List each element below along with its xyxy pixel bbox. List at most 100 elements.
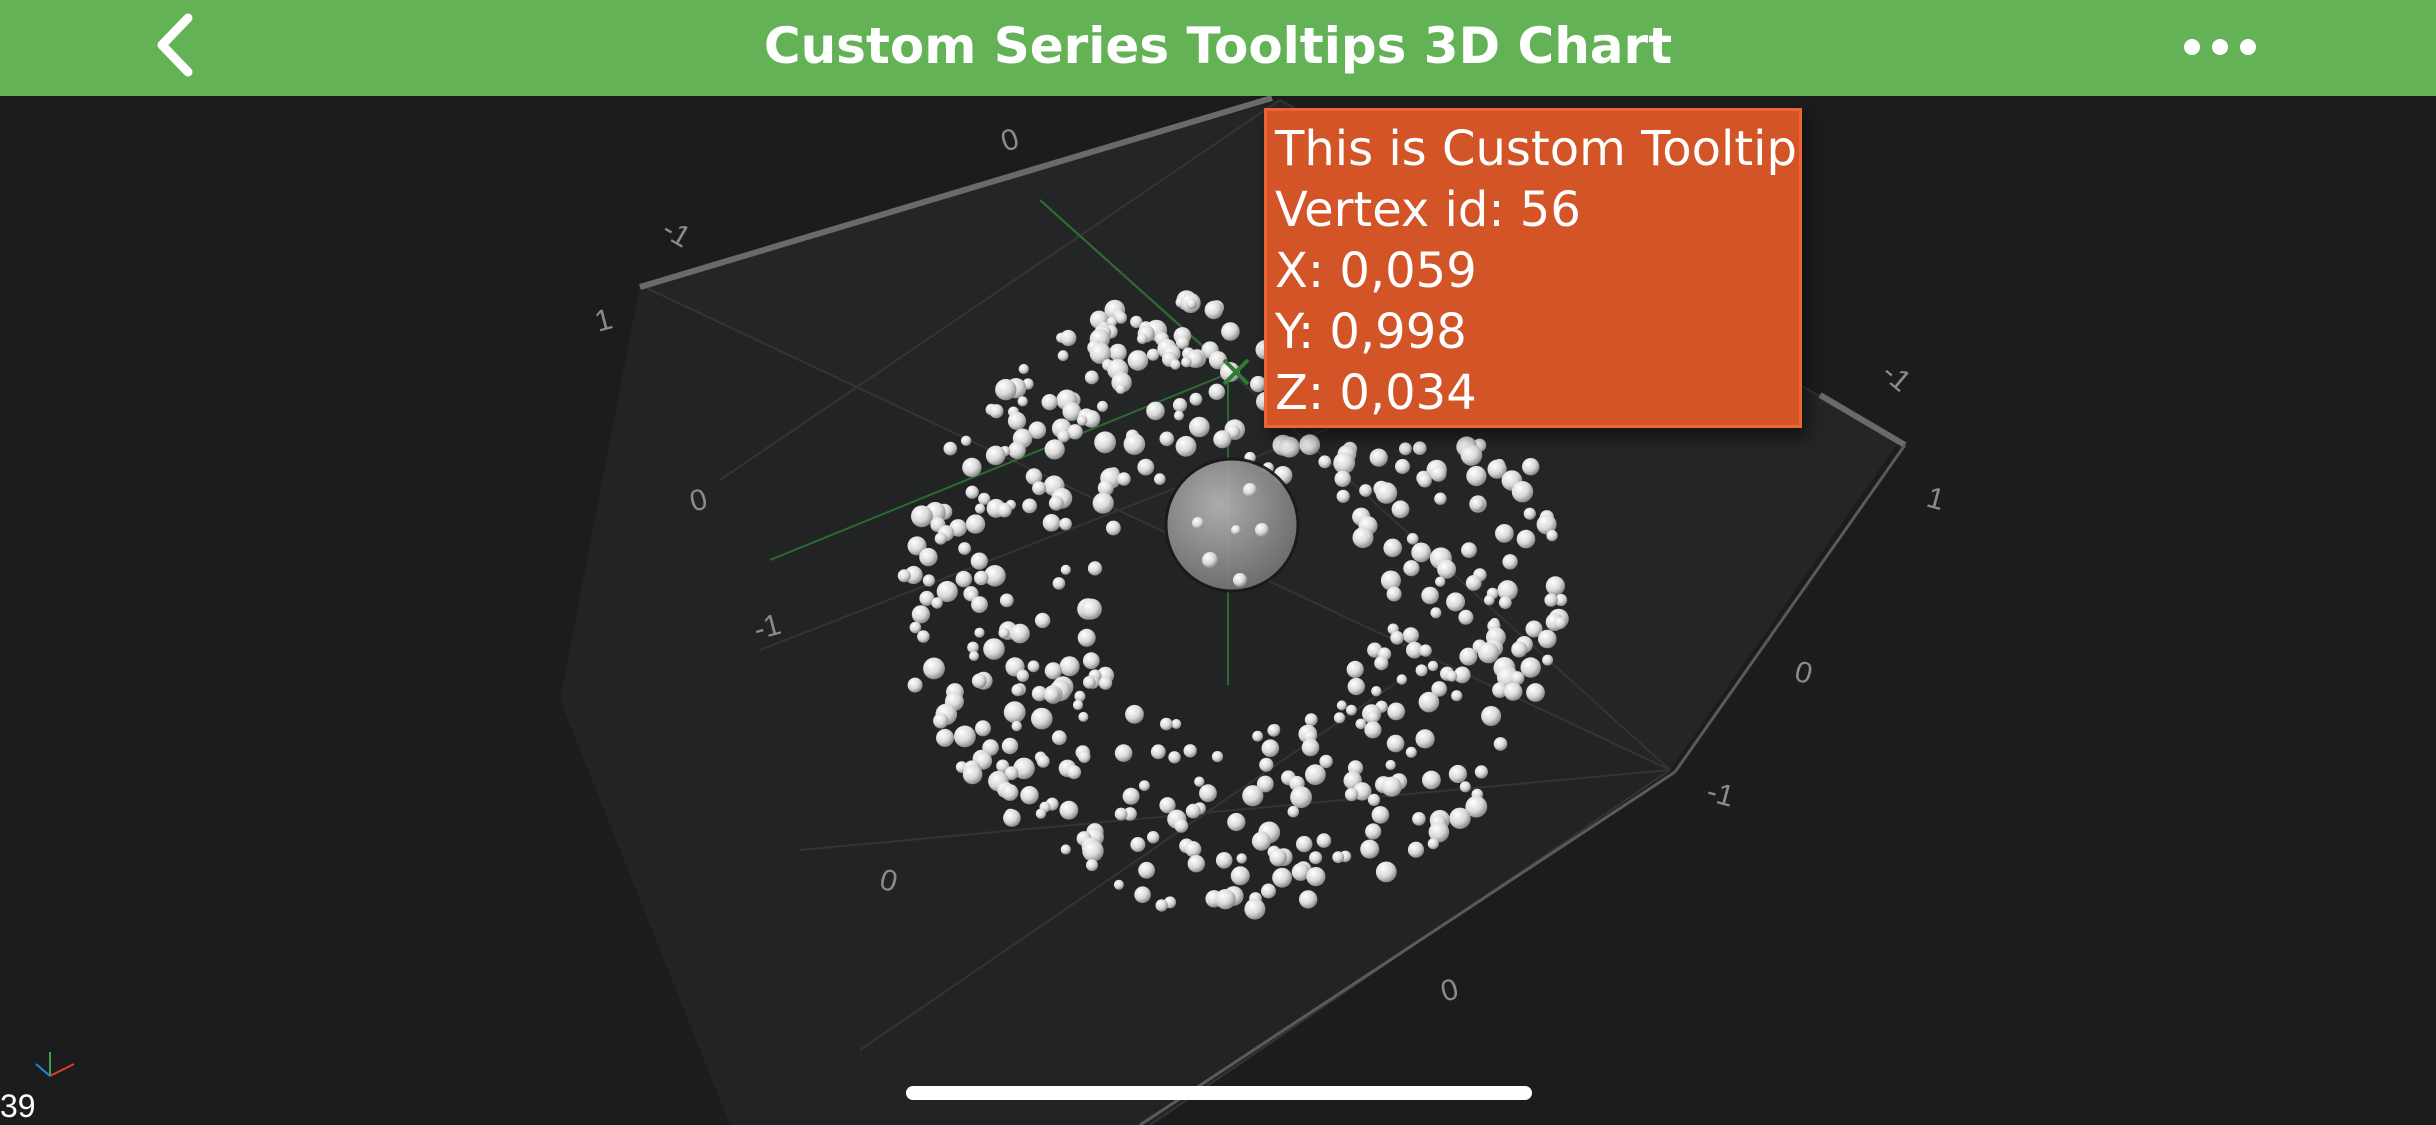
scatter-point[interactable]	[1236, 853, 1247, 864]
scatter-point[interactable]	[1261, 739, 1280, 757]
scatter-point[interactable]	[1411, 542, 1432, 563]
scatter-point[interactable]	[1035, 808, 1047, 819]
scatter-point[interactable]	[1309, 851, 1323, 865]
scatter-point[interactable]	[897, 569, 911, 583]
scatter-point[interactable]	[1016, 669, 1029, 682]
scatter-point[interactable]	[1044, 439, 1065, 460]
scatter-point[interactable]	[954, 725, 976, 748]
scatter-point[interactable]	[1526, 683, 1545, 702]
scatter-point[interactable]	[1044, 662, 1062, 680]
scatter-point[interactable]	[1242, 785, 1264, 807]
scatter-point[interactable]	[919, 547, 938, 567]
scatter-point[interactable]	[1437, 559, 1457, 579]
scatter-point[interactable]	[1419, 644, 1432, 657]
scatter-point[interactable]	[1415, 729, 1435, 749]
scatter-point[interactable]	[955, 570, 972, 588]
scatter-point[interactable]	[1502, 554, 1518, 570]
scatter-point[interactable]	[1199, 784, 1217, 803]
scatter-point[interactable]	[1417, 473, 1432, 488]
scatter-point[interactable]	[1022, 498, 1037, 514]
scatter-point[interactable]	[1097, 400, 1108, 412]
scatter-point[interactable]	[1364, 721, 1382, 739]
scatter-point[interactable]	[1060, 564, 1071, 575]
scatter-point[interactable]	[907, 536, 927, 556]
scatter-point[interactable]	[962, 764, 983, 785]
scatter-point[interactable]	[1084, 370, 1099, 385]
scatter-point[interactable]	[1346, 660, 1364, 679]
scatter-point[interactable]	[1159, 797, 1176, 814]
scatter-point[interactable]	[1221, 322, 1240, 341]
scatter-point[interactable]	[1159, 431, 1175, 447]
scatter-point[interactable]	[1538, 629, 1557, 649]
scatter-point[interactable]	[1402, 627, 1419, 644]
scatter-point[interactable]	[1036, 754, 1050, 768]
scatter-point[interactable]	[960, 435, 972, 446]
home-indicator[interactable]	[906, 1086, 1532, 1100]
scatter-point[interactable]	[1078, 750, 1091, 763]
scatter-point[interactable]	[1013, 757, 1035, 780]
scatter-point[interactable]	[1041, 394, 1058, 411]
scatter-point[interactable]	[1498, 596, 1512, 609]
scatter-point[interactable]	[1130, 315, 1143, 329]
scatter-point[interactable]	[1060, 329, 1077, 347]
scatter-point[interactable]	[1189, 392, 1203, 406]
scatter-point[interactable]	[1299, 434, 1321, 456]
scatter-point[interactable]	[1383, 538, 1402, 558]
scatter-point[interactable]	[1319, 754, 1333, 769]
scatter-point[interactable]	[1082, 840, 1104, 862]
scatter-point[interactable]	[1175, 435, 1197, 457]
scatter-point[interactable]	[1407, 841, 1425, 858]
scatter-point[interactable]	[1078, 711, 1089, 722]
scatter-point[interactable]	[967, 641, 979, 654]
scatter-point[interactable]	[1296, 835, 1313, 853]
scatter-point[interactable]	[999, 593, 1014, 608]
scatter-point[interactable]	[1427, 838, 1439, 850]
scatter-point[interactable]	[1155, 899, 1168, 912]
scatter-point[interactable]	[1336, 700, 1347, 711]
scatter-point[interactable]	[1269, 848, 1287, 867]
scatter-point[interactable]	[1057, 430, 1070, 443]
scatter-point[interactable]	[1459, 781, 1471, 793]
scatter-point[interactable]	[1544, 593, 1558, 607]
scatter-point[interactable]	[1231, 525, 1241, 535]
scatter-point[interactable]	[1003, 809, 1021, 827]
scatter-point[interactable]	[1451, 690, 1463, 702]
scatter-point[interactable]	[1139, 780, 1150, 791]
scatter-point[interactable]	[1185, 841, 1202, 858]
scatter-point[interactable]	[1215, 852, 1233, 869]
scatter-point[interactable]	[1243, 483, 1257, 497]
scatter-point[interactable]	[1459, 647, 1478, 666]
scatter-point[interactable]	[1147, 348, 1160, 361]
scatter-point[interactable]	[1380, 570, 1401, 591]
selected-vertex[interactable]	[1220, 362, 1240, 382]
scatter-point[interactable]	[1115, 384, 1126, 395]
scatter-point[interactable]	[1484, 594, 1495, 606]
scatter-point[interactable]	[1287, 805, 1300, 818]
scatter-point[interactable]	[1418, 691, 1440, 713]
scatter-point[interactable]	[1449, 807, 1471, 829]
scatter-point[interactable]	[1291, 863, 1310, 881]
scatter-point[interactable]	[1422, 770, 1441, 790]
scatter-point[interactable]	[1230, 866, 1250, 886]
scatter-point[interactable]	[943, 441, 958, 456]
scatter-point[interactable]	[1252, 730, 1263, 742]
scatter-point[interactable]	[1251, 831, 1271, 851]
scatter-point[interactable]	[1371, 806, 1390, 824]
scatter-point[interactable]	[1094, 431, 1116, 454]
scatter-point[interactable]	[974, 570, 989, 586]
scatter-point[interactable]	[1106, 520, 1121, 536]
scatter-point[interactable]	[1027, 660, 1040, 673]
scatter-point[interactable]	[1375, 482, 1398, 504]
scatter-point[interactable]	[1215, 889, 1236, 910]
scatter-point[interactable]	[1511, 641, 1528, 658]
scatter-point[interactable]	[1430, 607, 1442, 619]
scatter-point[interactable]	[1185, 803, 1201, 819]
scatter-point[interactable]	[1171, 719, 1182, 729]
scatter-point[interactable]	[1415, 664, 1428, 677]
scatter-point[interactable]	[1087, 561, 1103, 576]
scatter-point[interactable]	[1336, 489, 1350, 503]
scatter-point[interactable]	[1011, 684, 1024, 697]
scatter-point[interactable]	[907, 677, 923, 693]
scatter-point[interactable]	[1536, 514, 1557, 535]
scatter-point[interactable]	[1259, 757, 1274, 772]
